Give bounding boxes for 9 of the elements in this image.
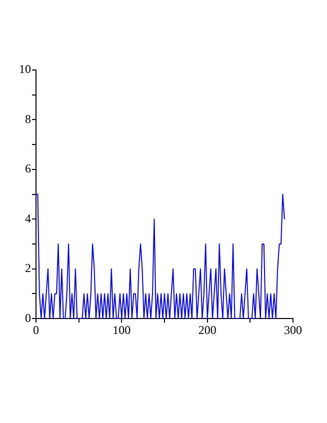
- y-tick-label: 4: [25, 211, 31, 226]
- y-tick-label: 10: [19, 62, 31, 76]
- y-tick-label: 6: [25, 162, 31, 176]
- y-tick-label: 8: [25, 112, 31, 126]
- x-tick-label: 200: [198, 322, 216, 337]
- y-tick-label: 2: [25, 261, 31, 276]
- x-tick-label: 300: [284, 322, 302, 337]
- y-tick-label: 0: [25, 310, 31, 325]
- x-tick-label: 100: [112, 322, 131, 337]
